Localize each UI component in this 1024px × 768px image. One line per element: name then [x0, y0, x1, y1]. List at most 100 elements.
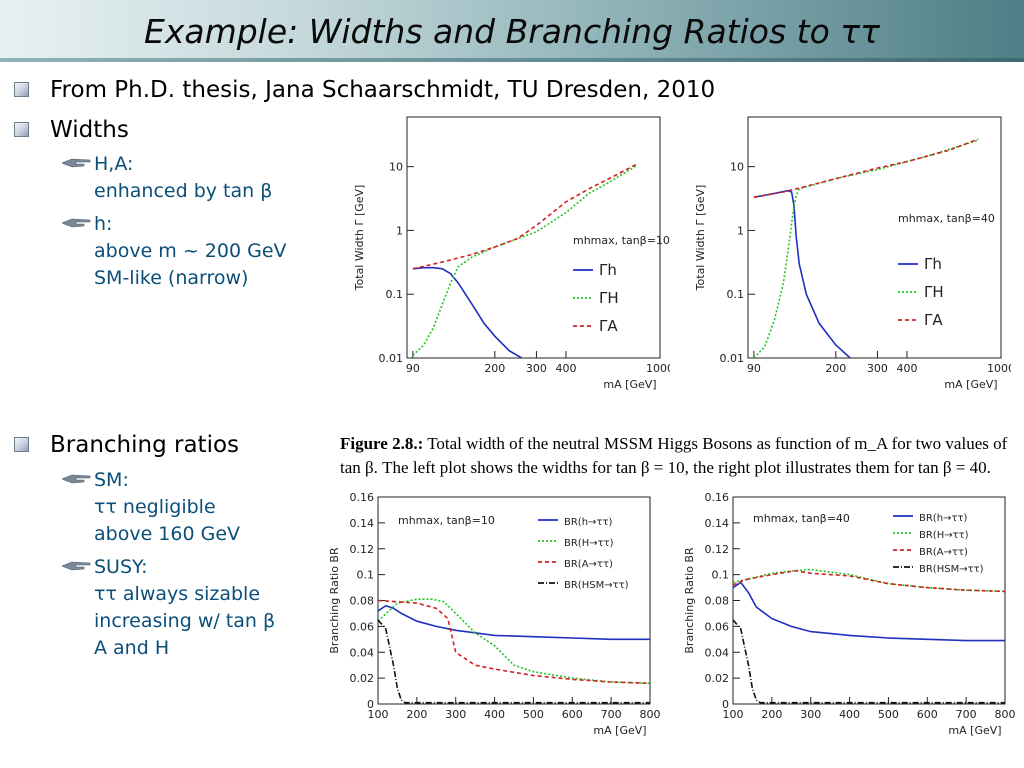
- bullet-widths: Widths: [14, 117, 129, 143]
- x-tick-label: 300: [867, 362, 888, 375]
- y-tick-label: 0.14: [705, 517, 730, 530]
- sub-bullet-h: h: above m ~ 200 GeV SM-like (narrow): [62, 211, 287, 292]
- series-line: [412, 163, 638, 270]
- bullet-square-icon: [14, 82, 29, 97]
- y-tick-label: 0.01: [720, 352, 745, 365]
- x-axis-label: mA [GeV]: [948, 724, 1001, 737]
- x-tick-label: 300: [526, 362, 547, 375]
- y-tick-label: 0.16: [705, 491, 730, 504]
- chart-annotation: mhmax, tanβ=10: [398, 514, 495, 527]
- x-tick-label: 100: [368, 708, 389, 721]
- series-line: [378, 619, 650, 704]
- legend-label: BR(A→ττ): [919, 547, 968, 558]
- source-text: From Ph.D. thesis, Jana Schaarschmidt, T…: [50, 77, 716, 103]
- x-tick-label: 100: [723, 708, 744, 721]
- y-tick-label: 0: [722, 698, 729, 711]
- sub-bullet-line: ττ always sizable: [94, 583, 261, 605]
- y-tick-label: 0.1: [386, 288, 404, 301]
- legend-label: ΓH: [599, 289, 619, 307]
- legend-label: BR(h→ττ): [564, 517, 612, 528]
- series-line: [753, 138, 979, 199]
- y-tick-label: 0.14: [350, 517, 375, 530]
- br-chart-tanb10: 100 200 300 400 500 600 700 800 0 0.02 0.04 0.06 0.0…: [328, 491, 661, 737]
- legend-label: BR(h→ττ): [919, 513, 967, 524]
- series-line: [378, 599, 650, 685]
- sub-bullet-line: SM:: [94, 469, 129, 491]
- y-tick-label: 0.12: [350, 543, 375, 556]
- x-tick-label: 700: [601, 708, 622, 721]
- legend-label: BR(HSM→ττ): [919, 564, 984, 575]
- x-tick-label: 90: [406, 362, 420, 375]
- x-tick-label: 400: [484, 708, 505, 721]
- sub-bullet-line: SUSY:: [94, 556, 148, 578]
- y-axis-label: Total Width Γ [GeV]: [353, 185, 366, 292]
- sub-bullet-line: ττ negligible: [94, 496, 216, 518]
- x-tick-label: 200: [825, 362, 846, 375]
- sub-bullet-ha: H,A: enhanced by tan β: [62, 151, 272, 205]
- series-line: [733, 581, 1005, 642]
- x-tick-label: 400: [896, 362, 917, 375]
- x-axis-label: mA [GeV]: [593, 724, 646, 737]
- y-tick-label: 1: [396, 224, 403, 237]
- x-axis-label: mA [GeV]: [944, 378, 997, 391]
- slide-title: Example: Widths and Branching Ratios to …: [143, 12, 881, 51]
- sub-bullet-line: H,A:: [94, 153, 134, 175]
- caption-label: Figure 2.8.:: [340, 434, 424, 453]
- sub-bullet-line: increasing w/ tan β: [94, 610, 276, 632]
- chart-annotation: mhmax, tanβ=40: [753, 512, 850, 525]
- legend-label: ΓA: [599, 317, 618, 335]
- plot-frame: [406, 116, 661, 359]
- chart-annotation: mhmax, tanβ=10: [573, 234, 670, 247]
- legend-label: ΓH: [924, 283, 944, 301]
- sub-bullet-line: above 160 GeV: [94, 523, 241, 545]
- x-tick-label: 800: [995, 708, 1016, 721]
- plot-frame: [732, 496, 1006, 705]
- series-line: [378, 604, 650, 641]
- x-tick-label: 500: [878, 708, 899, 721]
- br-plot-tanb40: 100 200 300 400 500 600 700 800 0 0.02 0.04 0.06 0.0…: [683, 490, 1018, 762]
- pointing-hand-icon: [62, 474, 91, 484]
- legend-label: Γh: [599, 261, 617, 279]
- figure-caption: Figure 2.8.: Total width of the neutral …: [340, 432, 1024, 480]
- y-tick-label: 10: [730, 161, 744, 174]
- y-tick-label: 0.01: [379, 352, 404, 365]
- y-axis-label: Total Width Γ [GeV]: [694, 185, 707, 292]
- x-tick-label: 500: [523, 708, 544, 721]
- y-tick-label: 0.08: [350, 595, 375, 608]
- br-plot-tanb10: 100 200 300 400 500 600 700 800 0 0.02 0.04 0.06 0.0…: [328, 490, 663, 762]
- sub-bullet-susy: SUSY: ττ always sizable increasing w/ ta…: [62, 554, 276, 662]
- sub-bullet-sm: SM: ττ negligible above 160 GeV: [62, 467, 241, 548]
- y-axis-label: Branching Ratio BR: [328, 547, 341, 654]
- x-tick-label: 600: [917, 708, 938, 721]
- legend-label: ΓA: [924, 311, 943, 329]
- sub-bullet-line: A and H: [94, 637, 170, 659]
- pointing-hand-icon: [62, 561, 91, 571]
- x-tick-label: 300: [445, 708, 466, 721]
- x-tick-label: 200: [406, 708, 427, 721]
- y-tick-label: 0.02: [350, 672, 375, 685]
- sub-bullet-line: h:: [94, 213, 113, 235]
- series-line: [412, 266, 523, 358]
- sub-bullet-line: above m ~ 200 GeV: [94, 240, 287, 262]
- caption-text: Total width of the neutral MSSM Higgs Bo…: [340, 434, 1008, 477]
- y-tick-label: 0.1: [357, 569, 375, 582]
- y-tick-label: 0.04: [705, 646, 730, 659]
- legend-label: BR(A→ττ): [564, 559, 613, 570]
- y-tick-label: 0.02: [705, 672, 730, 685]
- series-line: [378, 598, 650, 685]
- legend-label: BR(H→ττ): [919, 530, 969, 541]
- br-chart-tanb40: 100 200 300 400 500 600 700 800 0 0.02 0.04 0.06 0.0…: [683, 491, 1016, 737]
- pointing-hand-icon: [62, 218, 91, 228]
- y-tick-label: 1: [737, 224, 744, 237]
- y-tick-label: 0.04: [350, 646, 375, 659]
- x-tick-label: 700: [956, 708, 977, 721]
- x-tick-label: 400: [555, 362, 576, 375]
- chart-annotation: mhmax, tanβ=40: [898, 212, 995, 225]
- y-tick-label: 0.1: [712, 569, 730, 582]
- bullet-square-icon: [14, 122, 29, 137]
- y-tick-label: 0.12: [705, 543, 730, 556]
- series-line: [733, 619, 1005, 704]
